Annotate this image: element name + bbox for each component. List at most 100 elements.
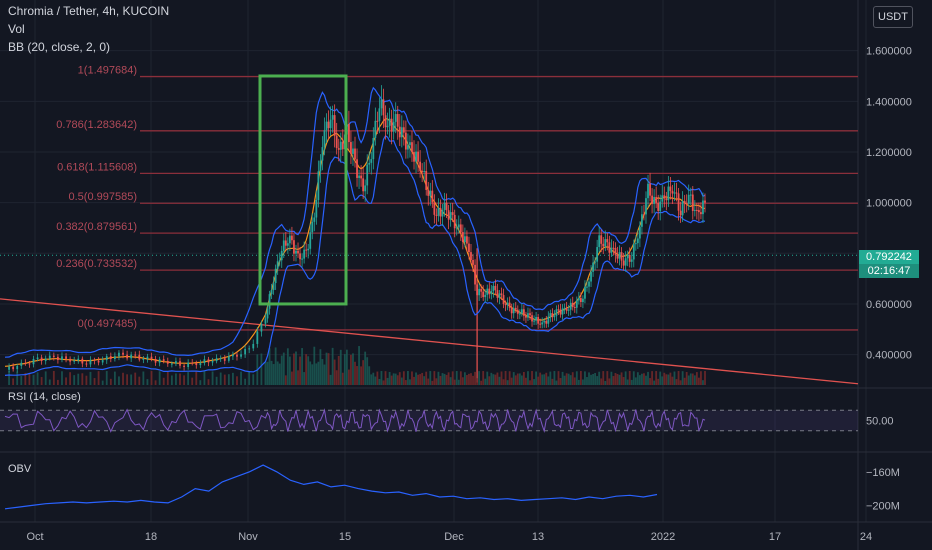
- volume-bar: [665, 374, 668, 385]
- volume-bar: [319, 349, 322, 385]
- candle-body: [592, 262, 594, 272]
- volume-bar: [325, 352, 328, 385]
- candle-body: [535, 317, 538, 321]
- candle-body: [207, 359, 210, 363]
- candle-body: [341, 141, 344, 150]
- candle-body: [657, 202, 660, 211]
- volume-bar: [480, 380, 483, 385]
- candle-body: [162, 359, 165, 361]
- volume-bar: [685, 372, 688, 385]
- candle-body: [626, 254, 629, 259]
- candle-body: [567, 309, 570, 311]
- volume-bar: [537, 376, 540, 385]
- volume-bar: [337, 355, 340, 385]
- volume-bar: [183, 375, 185, 385]
- candle-body: [138, 354, 141, 360]
- volume-bar: [472, 375, 474, 385]
- volume-bar: [527, 371, 529, 385]
- candle-body: [266, 308, 269, 319]
- candle-body: [195, 362, 198, 366]
- volume-bar: [93, 378, 96, 385]
- volume-bar: [525, 377, 527, 385]
- volume-bar: [531, 371, 533, 385]
- candles: [8, 85, 706, 373]
- fib-label: 1(1.497684): [78, 65, 137, 77]
- volume-legend[interactable]: Vol: [8, 22, 25, 36]
- volume-bar: [586, 377, 588, 385]
- candle-body: [48, 355, 51, 359]
- volume-bar: [482, 371, 485, 385]
- volume-bar: [561, 371, 564, 385]
- candle-body: [457, 224, 460, 228]
- candle-body: [376, 120, 379, 122]
- volume-bar: [645, 375, 647, 385]
- candle-body: [527, 313, 529, 318]
- candle-body: [150, 356, 153, 360]
- volume-bar: [390, 375, 393, 385]
- volume-bar: [671, 376, 674, 385]
- candle-body: [284, 240, 287, 246]
- candle-body: [504, 304, 507, 306]
- volume-bar: [571, 372, 574, 385]
- candle-body: [417, 151, 419, 162]
- volume-bar: [199, 380, 202, 385]
- candle-body: [28, 363, 31, 365]
- candle-body: [211, 361, 214, 363]
- time-tick: Nov: [238, 531, 258, 543]
- obv-tick: −200M: [866, 500, 900, 512]
- candle-body: [390, 118, 393, 132]
- volume-bar: [118, 376, 120, 385]
- candle-body: [488, 288, 491, 295]
- candle-body: [392, 121, 395, 132]
- volume-bar: [577, 379, 580, 385]
- candle-body: [317, 171, 320, 201]
- candle-body: [689, 194, 692, 196]
- volume-bar: [510, 377, 513, 385]
- volume-bar: [134, 372, 137, 385]
- volume-bar: [594, 373, 597, 385]
- volume-bar: [264, 362, 267, 385]
- candle-body: [323, 130, 326, 148]
- volume-bar: [466, 375, 468, 385]
- volume-bar: [516, 373, 519, 385]
- time-axis: Oct 18 Nov 15 Dec 13 2022 17 24: [26, 531, 872, 543]
- volume-bar: [476, 378, 478, 385]
- candle-body: [545, 320, 548, 324]
- candle-body: [366, 164, 369, 186]
- candle-body: [455, 227, 458, 229]
- candle-body: [476, 284, 478, 296]
- candle-body: [659, 201, 662, 211]
- candle-body: [350, 142, 352, 154]
- candle-body: [325, 121, 328, 131]
- candle-body: [439, 207, 442, 217]
- candle-body: [677, 193, 680, 211]
- volume-bar: [12, 378, 15, 385]
- volume-bar: [364, 351, 367, 385]
- candle-body: [610, 247, 613, 253]
- candle-body: [645, 198, 647, 215]
- volume-bar: [590, 374, 592, 385]
- volume-bar: [358, 346, 360, 385]
- volume-bar: [52, 371, 55, 385]
- candle-body: [437, 207, 440, 216]
- candle-body: [260, 323, 263, 332]
- candle-body: [433, 202, 436, 215]
- rsi-pane: 50.00: [0, 408, 894, 433]
- candle-body: [427, 189, 430, 196]
- candle-body: [411, 142, 413, 153]
- volume-bar: [484, 378, 487, 385]
- volume-bar: [333, 359, 336, 385]
- volume-bar: [170, 375, 173, 385]
- volume-bar: [101, 380, 104, 385]
- volume-bar: [626, 379, 629, 385]
- rsi-legend[interactable]: RSI (14, close): [8, 391, 81, 403]
- candle-body: [461, 232, 464, 243]
- candle-body: [445, 202, 448, 211]
- bb-legend[interactable]: BB (20, close, 2, 0): [8, 40, 111, 54]
- obv-legend[interactable]: OBV: [8, 463, 32, 475]
- volume-bar: [695, 372, 698, 385]
- price-tick: 1.600000: [866, 46, 912, 58]
- candle-body: [388, 118, 391, 126]
- volume-bar: [354, 361, 356, 385]
- currency-button[interactable]: USDT: [873, 6, 913, 28]
